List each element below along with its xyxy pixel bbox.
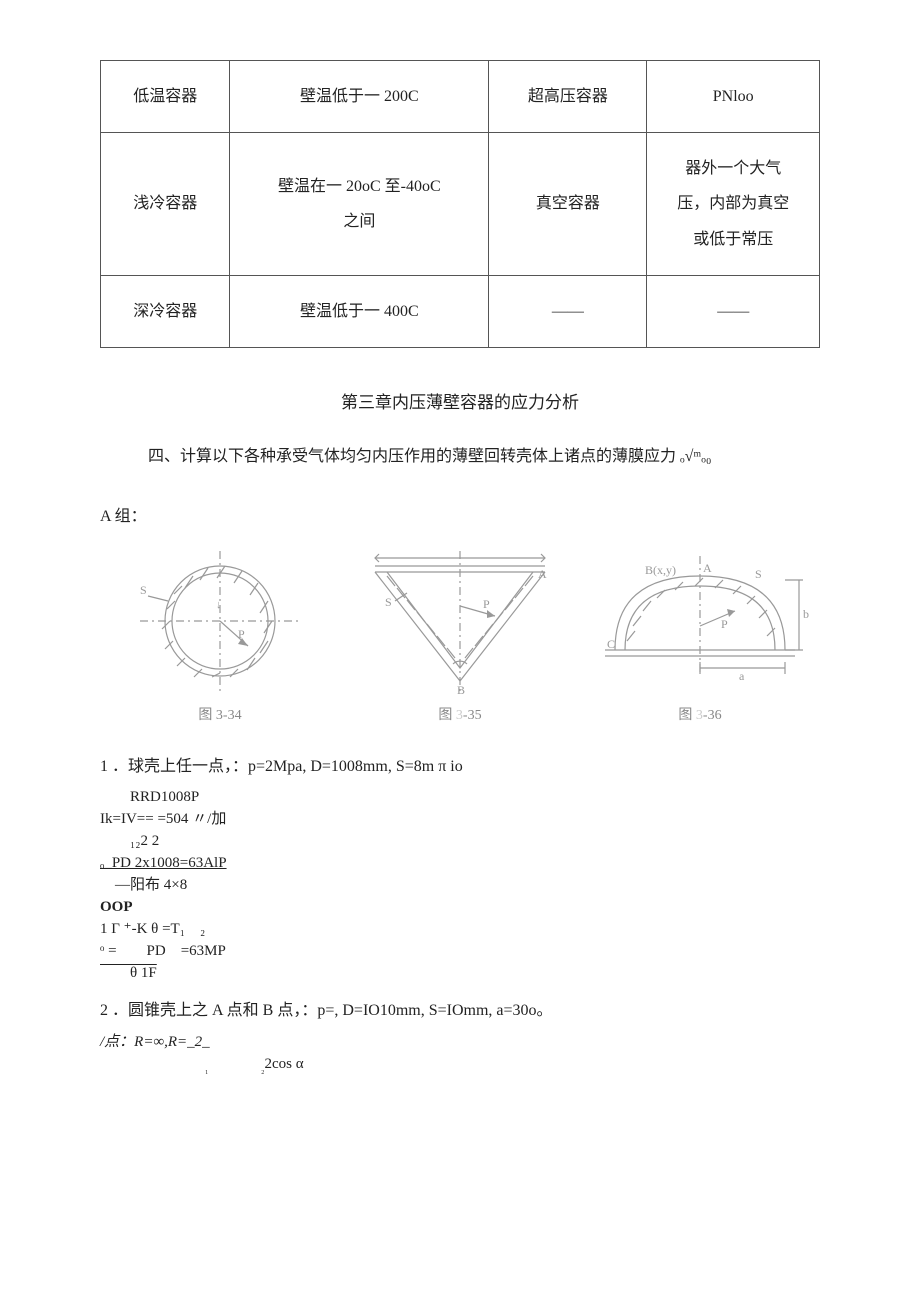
svg-text:B(x,y): B(x,y) <box>645 563 676 577</box>
formula-line: ₁ ₂2cos α <box>205 1054 820 1077</box>
classification-table: 低温容器 壁温低于一 200C 超高压容器 PNloo 浅冷容器 壁温在一 20… <box>100 60 820 348</box>
svg-text:C: C <box>607 637 615 651</box>
formula-line: OOP <box>100 897 820 918</box>
group-a-label: A 组： <box>100 502 820 526</box>
formula-line: θ 1F <box>100 963 820 984</box>
table-row: 低温容器 壁温低于一 200C 超高压容器 PNloo <box>101 61 820 133</box>
cell: 深冷容器 <box>101 275 230 347</box>
cell: PNloo <box>647 61 820 133</box>
svg-text:b: b <box>803 607 809 621</box>
svg-text:P: P <box>238 627 245 641</box>
cell: 低温容器 <box>101 61 230 133</box>
svg-text:A: A <box>538 567 547 581</box>
formula-line: ₁₂2 2 <box>100 831 820 852</box>
figure-caption: 图 3-36 <box>580 704 820 724</box>
formula-line: Ik=IV== =504 〃/加 <box>100 809 820 830</box>
cell: 真空容器 <box>489 133 647 276</box>
figure-3-34: S P ↓ 图 3-34 <box>100 546 340 724</box>
sphere-shell-diagram: S P ↓ <box>130 546 310 696</box>
formula-line: /点：R=∞,R=_2_ <box>100 1032 820 1053</box>
formula-frac-top: ₒ_PD 2x1008=63AlP <box>100 855 227 871</box>
cell: 壁温在一 20oC 至-40oC 之间 <box>230 133 489 276</box>
problem-2-header: 2 ．圆锥壳上之 A 点和 B 点，：p=, D=IO10mm, S=IOmm,… <box>100 998 820 1024</box>
formula-text: 2cos α <box>265 1056 304 1072</box>
caption-num: 3-34 <box>216 708 242 723</box>
figure-3-35: S A B P 图 3-35 <box>340 546 580 724</box>
cell: 壁温低于一 200C <box>230 61 489 133</box>
table-row: 浅冷容器 壁温在一 20oC 至-40oC 之间 真空容器 器外一个大气 压，内… <box>101 133 820 276</box>
cell: —— <box>489 275 647 347</box>
cell: 壁温低于一 400C <box>230 275 489 347</box>
cell: 浅冷容器 <box>101 133 230 276</box>
svg-text:↓: ↓ <box>216 599 222 611</box>
caption-num-a: 3 <box>456 708 463 723</box>
section-heading-text: 四、计算以下各种承受气体均匀内压作用的薄壁回转壳体上诸点的薄膜应力 <box>148 448 680 465</box>
svg-text:S: S <box>385 595 392 609</box>
formula-text: /点：R=∞,R=_2_ <box>100 1034 210 1050</box>
caption-prefix: 图 <box>678 708 696 723</box>
problem-1-header: 1 ．球壳上任一点，：p=2Mpa, D=1008mm, S=8m π io <box>100 754 820 780</box>
formula-denom: θ 1F <box>100 965 157 981</box>
formula-line: —阳布 4×8 <box>100 875 820 896</box>
figure-row: S P ↓ 图 3-34 <box>100 546 820 724</box>
svg-text:B: B <box>457 683 465 696</box>
dome-shell-diagram: B(x,y) A S C b a P <box>585 546 815 696</box>
svg-text:P: P <box>721 617 728 631</box>
cell: 器外一个大气 压，内部为真空 或低于常压 <box>647 133 820 276</box>
cell: —— <box>647 275 820 347</box>
problem-2-formulae: /点：R=∞,R=_2_ ₁ ₂2cos α <box>100 1032 820 1077</box>
formula-line: 1 Γ ⁺-K θ =T₁ ₂ <box>100 919 820 940</box>
section-heading-tail: ₒ√ᵐₒ₀ <box>680 448 711 465</box>
caption-prefix: 图 <box>198 708 216 723</box>
chapter-title: 第三章内压薄壁容器的应力分析 <box>100 388 820 413</box>
svg-text:S: S <box>755 567 762 581</box>
formula-text: ᵒ = PD =63MP <box>100 943 226 959</box>
caption-prefix: 图 <box>438 708 456 723</box>
svg-text:S: S <box>140 583 147 597</box>
svg-text:a: a <box>739 669 745 683</box>
caption-num-b: -36 <box>703 708 722 723</box>
cell: 超高压容器 <box>489 61 647 133</box>
svg-text:P: P <box>483 597 490 611</box>
figure-caption: 图 3-34 <box>100 704 340 724</box>
caption-num-a: 3 <box>696 708 703 723</box>
figure-caption: 图 3-35 <box>340 704 580 724</box>
section-heading: 四、计算以下各种承受气体均匀内压作用的薄壁回转壳体上诸点的薄膜应力 ₒ√ᵐₒ₀ <box>100 443 820 472</box>
formula-line: RRD1008P <box>100 787 820 808</box>
cone-shell-diagram: S A B P <box>355 546 565 696</box>
caption-num-b: -35 <box>463 708 482 723</box>
formula-line: ᵒ = PD =63MP <box>100 941 820 962</box>
table-row: 深冷容器 壁温低于一 400C —— —— <box>101 275 820 347</box>
figure-3-36: B(x,y) A S C b a P 图 3-36 <box>580 546 820 724</box>
problem-1-formulae: RRD1008P Ik=IV== =504 〃/加 ₁₂2 2 ₒ_PD 2x1… <box>100 787 820 984</box>
subscript: ₁ <box>205 1064 209 1075</box>
svg-text:A: A <box>703 561 712 575</box>
formula-line: ₒ_PD 2x1008=63AlP <box>100 853 820 874</box>
